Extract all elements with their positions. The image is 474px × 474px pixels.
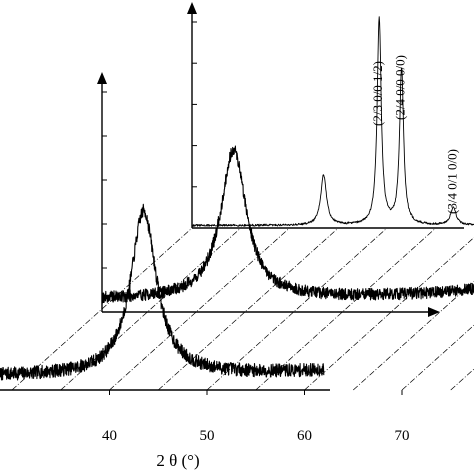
- spectrum-trace-3: [191, 16, 474, 227]
- depth-guide-line: [158, 227, 339, 391]
- x-axis-arrow-1: [428, 307, 440, 317]
- y-axis-arrow-2: [187, 2, 197, 14]
- peak-label: (3/4 0/1 0/0): [444, 149, 459, 214]
- x-tick-label: 60: [297, 428, 312, 444]
- depth-guide-line: [304, 236, 474, 391]
- depth-guide-line: [401, 324, 474, 391]
- peak-annotations: (2/3 0/0 1/2)(2/4 0/0 0/0)(3/4 0/1 0/0)(…: [370, 55, 459, 214]
- x-tick-label: 40: [102, 428, 117, 444]
- x-tick-label: 70: [395, 428, 410, 444]
- peak-label: (2/3 0/0 1/2): [370, 61, 385, 126]
- peak-label: (2/4 0/0 0/0): [393, 55, 408, 120]
- depth-guide-line: [206, 227, 388, 391]
- depth-guide-line: [353, 280, 474, 391]
- x-tick-label: 50: [200, 428, 215, 444]
- depth-guide-line: [450, 368, 474, 391]
- x-axis-title: 2 θ (°): [156, 451, 199, 470]
- x-tick-labels: 405060708090: [102, 428, 410, 444]
- spectrum-trace-2: [101, 145, 474, 304]
- y-axis-arrow-1: [97, 72, 107, 84]
- spectrum-trace-1: [0, 203, 325, 381]
- spectrum-traces: [0, 16, 474, 381]
- depth-guide-line: [255, 227, 436, 391]
- axes: [0, 2, 464, 395]
